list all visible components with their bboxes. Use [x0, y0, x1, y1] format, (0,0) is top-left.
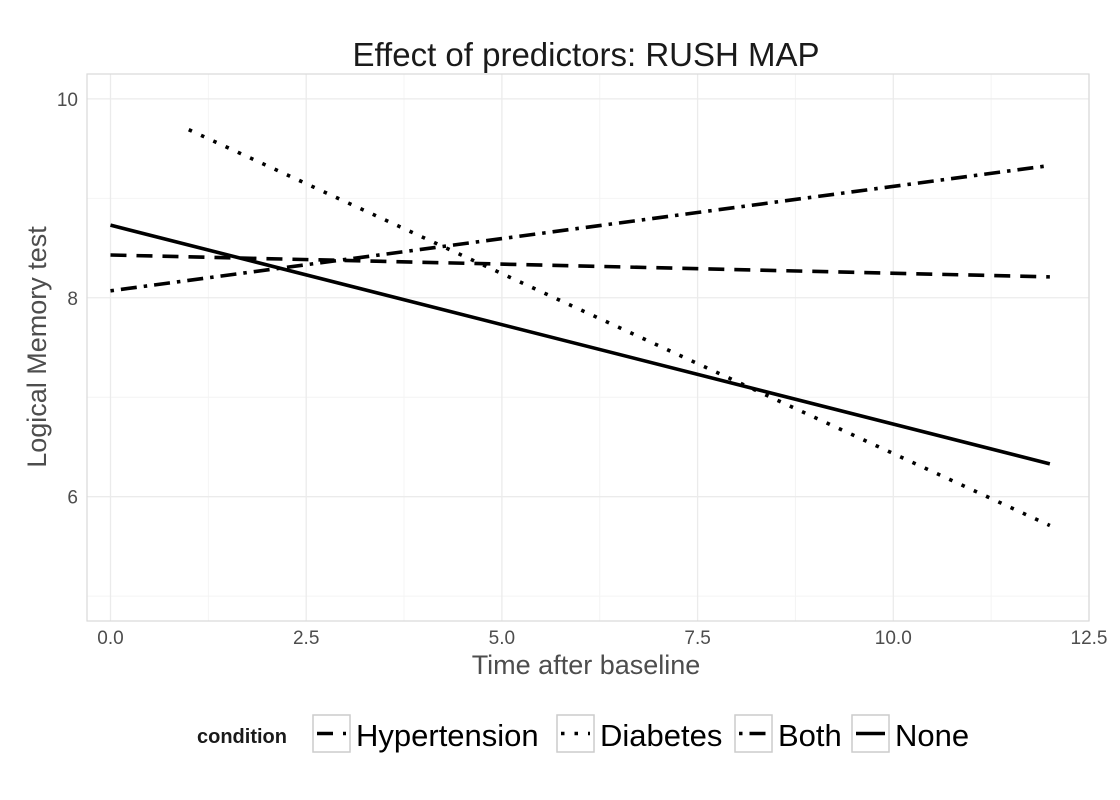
y-tick-label: 10 [57, 90, 78, 111]
y-tick-label: 8 [67, 289, 78, 310]
series-line-none [110, 223, 1051, 466]
plot-panel-border [86, 73, 1090, 622]
series-line-hypertension [110, 253, 1050, 279]
x-tick-label: 7.5 [684, 628, 710, 649]
legend-label-both: Both [778, 718, 842, 753]
y-tick-labels: 6 8 10 [57, 90, 78, 509]
chart-title: Effect of predictors: RUSH MAP [352, 36, 819, 73]
x-axis-title: Time after baseline [472, 650, 701, 680]
series-line-diabetes [188, 128, 1051, 528]
x-tick-label: 2.5 [293, 628, 319, 649]
grid-minor [87, 74, 1089, 621]
legend-label-hypertension: Hypertension [356, 718, 539, 753]
legend: condition Hypertension Diabetes Both None [197, 714, 969, 753]
legend-label-diabetes: Diabetes [600, 718, 722, 753]
x-tick-label: 5.0 [489, 628, 515, 649]
y-axis-title: Logical Memory test [22, 226, 52, 468]
x-tick-label: 0.0 [97, 628, 123, 649]
x-tick-label: 12.5 [1071, 628, 1108, 649]
y-tick-label: 6 [67, 488, 78, 509]
x-tick-label: 10.0 [875, 628, 912, 649]
series-lines [110, 128, 1051, 528]
x-tick-labels: 0.0 2.5 5.0 7.5 10.0 12.5 [97, 628, 1107, 649]
legend-label-none: None [895, 718, 969, 753]
series-line-both [110, 163, 1051, 293]
legend-title: condition [197, 726, 287, 748]
